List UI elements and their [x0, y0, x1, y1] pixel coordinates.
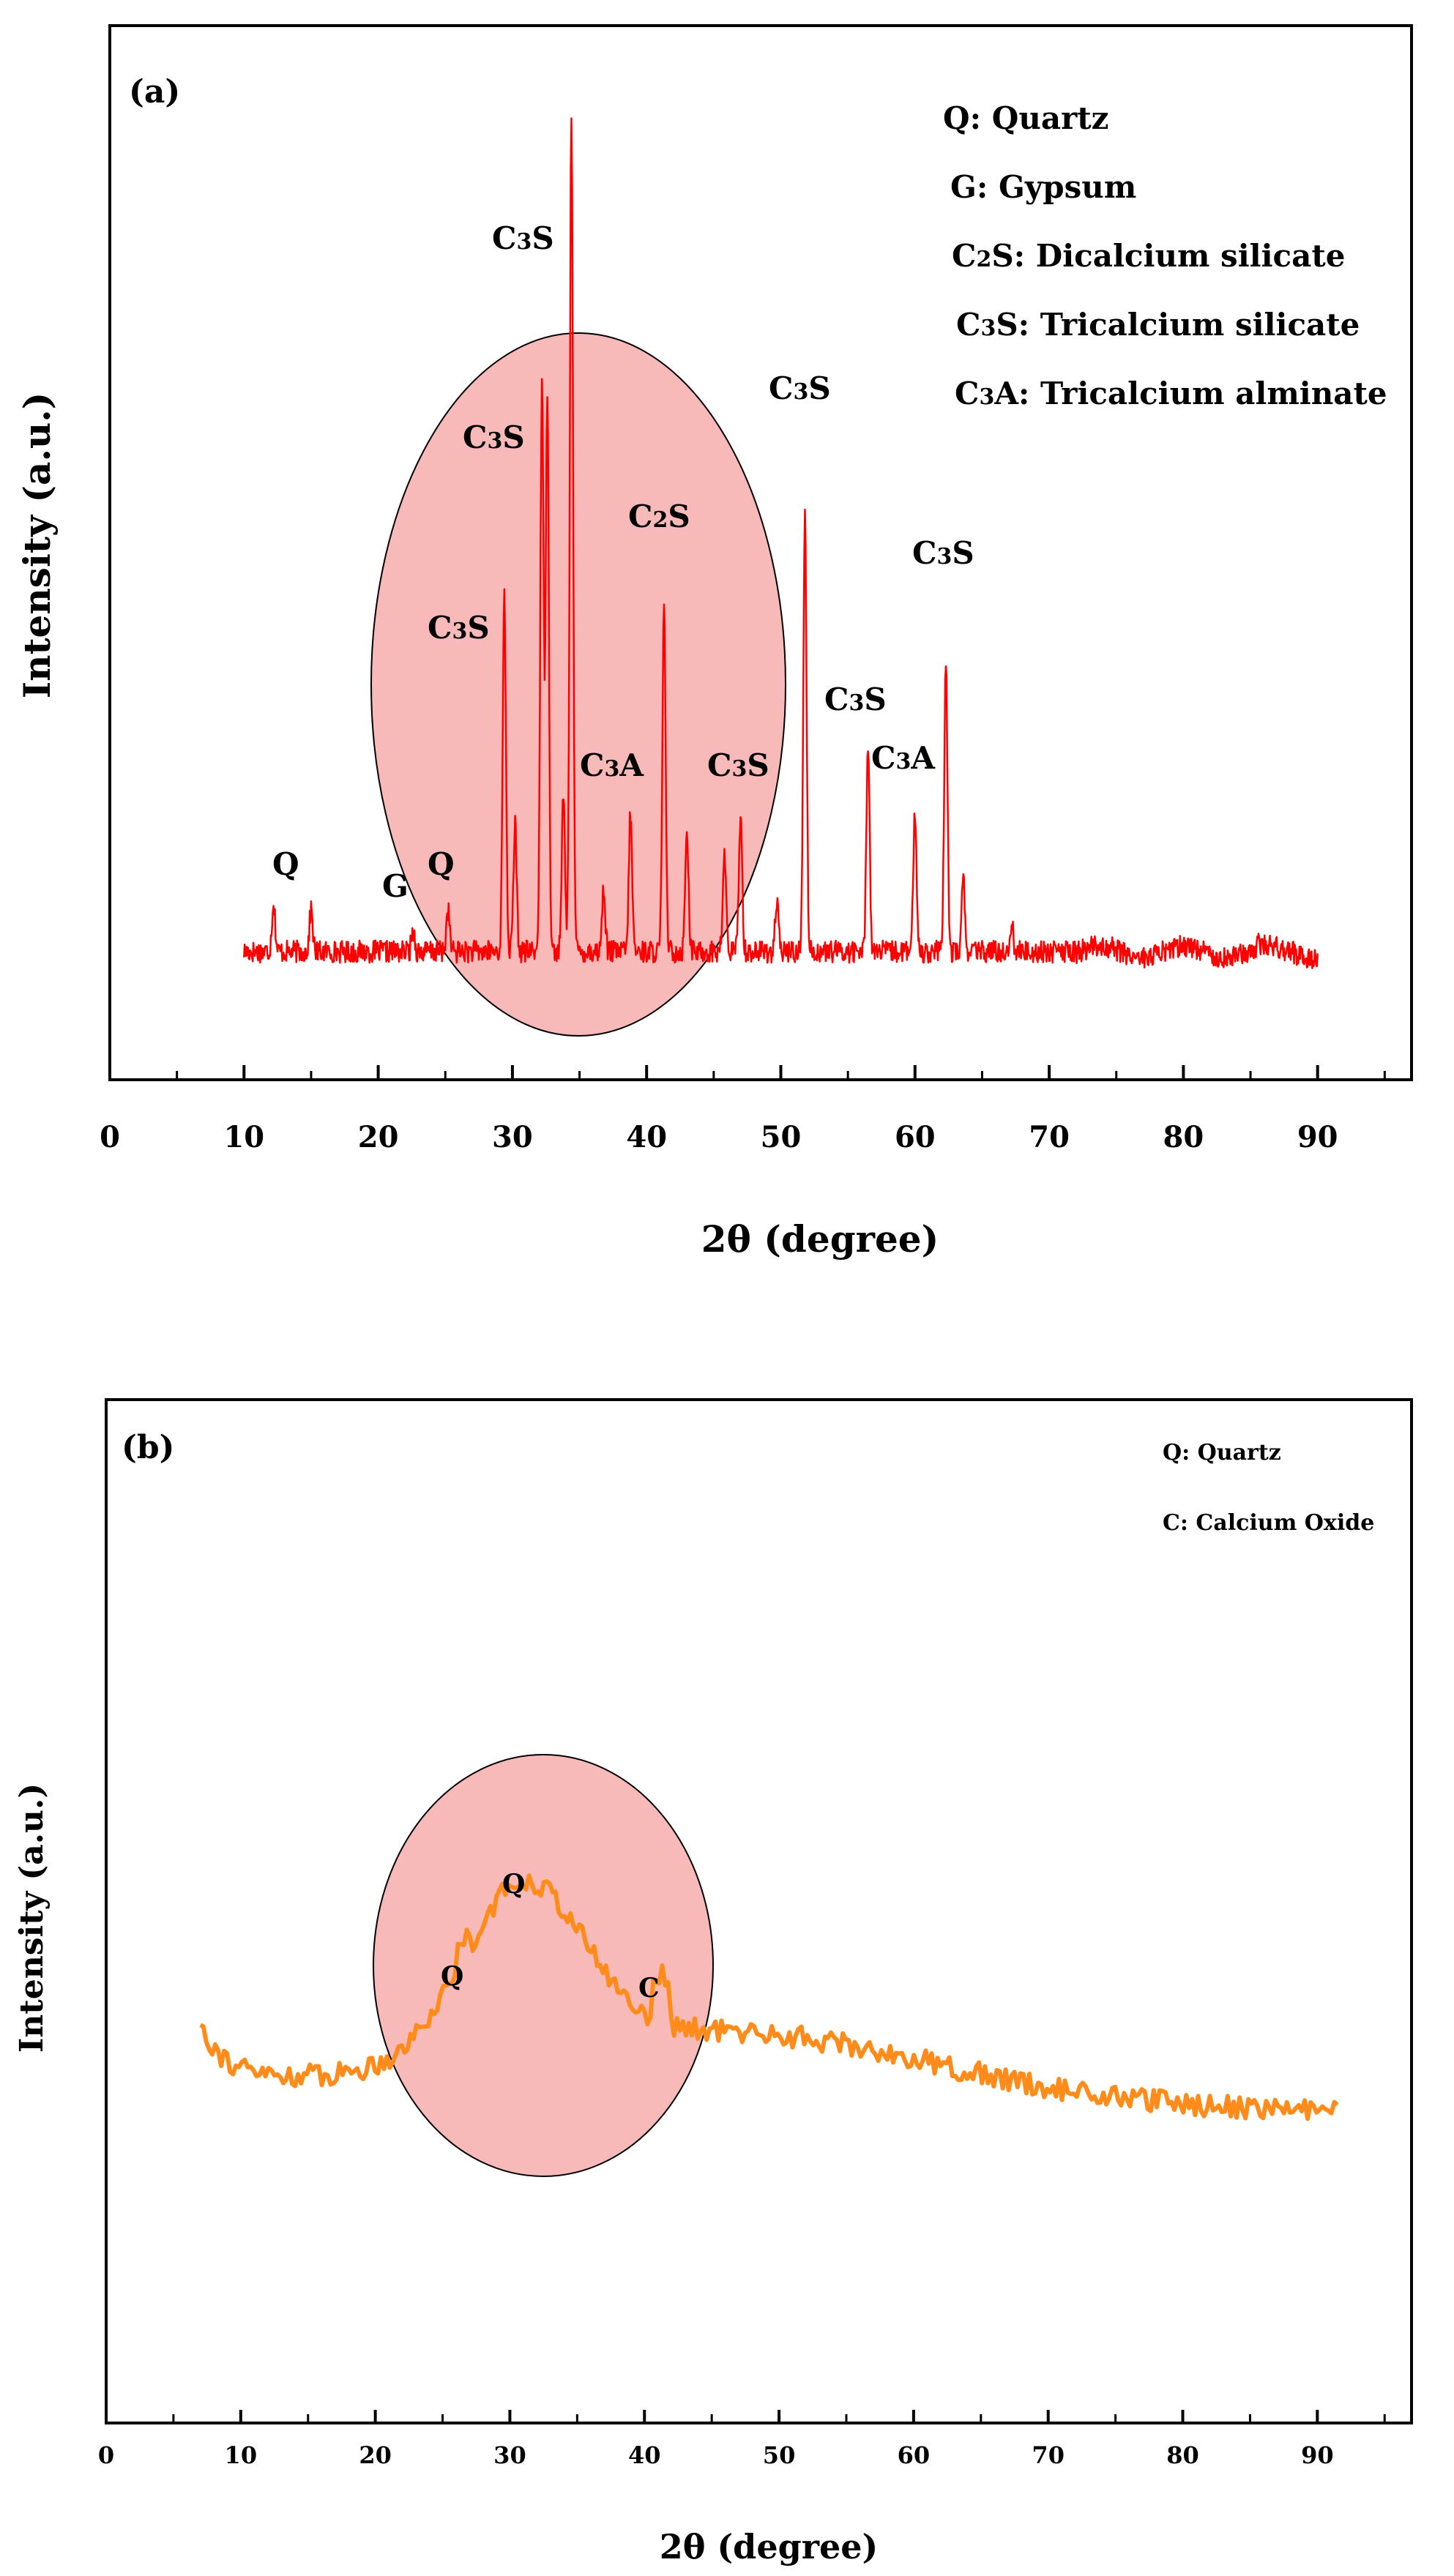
x-tick-label: 50 — [763, 2441, 796, 2469]
x-tick-label: 80 — [1163, 1120, 1204, 1154]
peak-label: Q — [502, 1869, 525, 1900]
panel-a-series-line — [243, 117, 1319, 969]
x-tick-label: 60 — [898, 2441, 931, 2469]
x-tick-label: 40 — [626, 1120, 667, 1154]
x-tick-label: 90 — [1301, 2441, 1334, 2469]
peak-label: G — [382, 868, 409, 904]
panel-b-x-ticks: 0 10 20 30 40 50 60 70 80 90 — [98, 2410, 1386, 2469]
x-tick-label: 30 — [493, 2441, 526, 2469]
panel-b-highlight-ellipse — [373, 1754, 714, 2177]
peak-label: C3S — [428, 610, 490, 646]
x-tick-label: 10 — [225, 2441, 258, 2469]
x-tick-label: 40 — [628, 2441, 661, 2469]
x-tick-label: 0 — [100, 1120, 120, 1154]
panel-a-x-axis-title: 2θ (degree) — [701, 1217, 939, 1261]
peak-label: Q — [428, 846, 455, 882]
panel-a-label: (a) — [129, 73, 180, 111]
panel-a-y-axis-title: Intensity (a.u.) — [15, 392, 59, 699]
panel-a-legend-entry: Q: Quartz — [943, 100, 1108, 136]
peak-label: Q — [441, 1961, 463, 1992]
panel-a-legend-entry: C2S: Dicalcium silicate — [952, 238, 1345, 274]
panel-a-frame — [108, 24, 1413, 1081]
x-tick-label: 20 — [358, 1120, 399, 1154]
panel-a-chart: 0 10 20 30 40 50 60 70 80 90 (a) Intensity (a.u.)… — [15, 24, 1413, 1261]
panel-a-highlight-ellipse — [370, 332, 786, 1037]
x-tick-label: 70 — [1032, 2441, 1065, 2469]
panel-b-y-axis-title: Intensity (a.u.) — [13, 1783, 51, 2053]
peak-label: C3S — [707, 747, 769, 783]
peak-label: C3A — [580, 747, 644, 783]
x-tick-label: 80 — [1166, 2441, 1199, 2469]
x-tick-label: 60 — [895, 1120, 936, 1154]
panel-b-frame — [105, 1398, 1413, 2424]
panel-b-label: (b) — [122, 1429, 174, 1466]
panel-a-peak-labels: Q G Q C3S C3S C3S C2S C3A C3S C3S C3S C3… — [272, 220, 974, 904]
x-tick-label: 70 — [1029, 1120, 1070, 1154]
panel-b-legend-entry: C: Calcium Oxide — [1163, 1510, 1374, 1536]
panel-b-peak-labels: Q Q C — [441, 1869, 660, 2004]
peak-label: C3A — [871, 740, 936, 776]
panel-b-chart: 0 10 20 30 40 50 60 70 80 90 (b) Intensity (a.u.)… — [13, 1398, 1413, 2566]
x-tick-label: 20 — [359, 2441, 392, 2469]
x-tick-label: 30 — [492, 1120, 533, 1154]
panel-a-x-ticks: 0 10 20 30 40 50 60 70 80 90 — [100, 1065, 1386, 1154]
panel-b-series-line — [199, 1873, 1339, 2121]
peak-label: C2S — [628, 499, 690, 534]
peak-label: C3S — [912, 535, 974, 571]
peak-label: Q — [272, 846, 299, 882]
x-tick-label: 90 — [1297, 1120, 1338, 1154]
panel-b-x-axis-title: 2θ (degree) — [660, 2527, 879, 2566]
panel-b-legend: Q: Quartz C: Calcium Oxide — [1163, 1440, 1374, 1536]
panel-b-legend-entry: Q: Quartz — [1163, 1440, 1281, 1466]
peak-label: C3S — [824, 682, 887, 717]
x-tick-label: 0 — [98, 2441, 114, 2469]
peak-label: C3S — [769, 370, 831, 406]
peak-label: C3S — [463, 419, 525, 455]
panel-a-legend-entry: C3S: Tricalcium silicate — [956, 307, 1360, 343]
panel-a-legend-entry: G: Gypsum — [950, 169, 1136, 205]
x-tick-label: 50 — [761, 1120, 802, 1154]
peak-label: C3S — [492, 220, 554, 256]
peak-label: C — [638, 1973, 660, 2004]
panel-a-legend: Q: Quartz G: Gypsum C2S: Dicalcium silic… — [943, 100, 1387, 411]
x-tick-label: 10 — [223, 1120, 264, 1154]
panel-a-legend-entry: C3A: Tricalcium alminate — [955, 376, 1387, 411]
